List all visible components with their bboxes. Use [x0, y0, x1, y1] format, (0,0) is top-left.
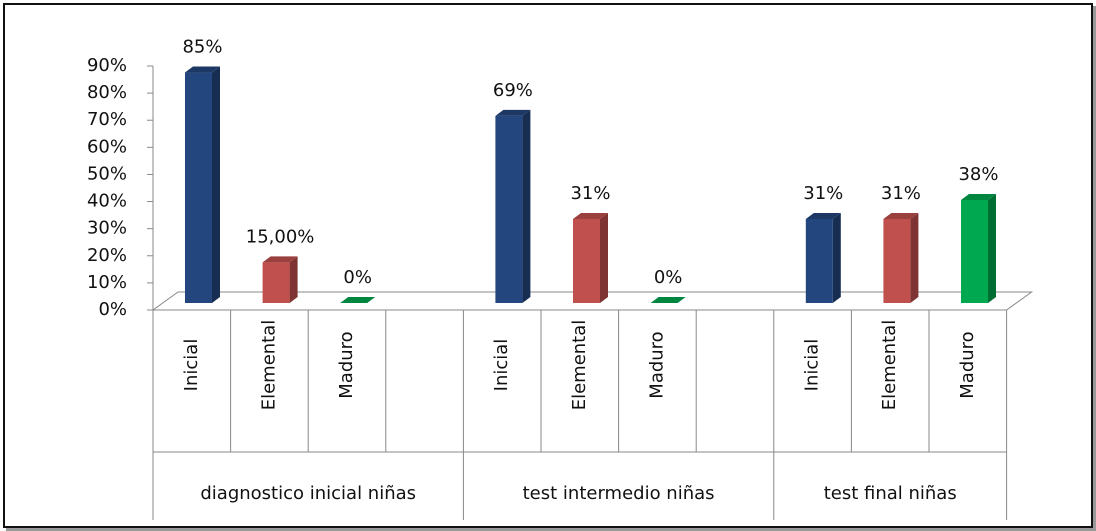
x-tick-label: Elemental — [258, 320, 279, 411]
x-tick-label: Inicial — [491, 339, 512, 392]
x-tick-label: Inicial — [181, 339, 202, 392]
y-tick-label: 80% — [87, 82, 127, 103]
value-label: 0% — [343, 267, 372, 288]
bar-side — [910, 212, 919, 303]
bar — [262, 262, 290, 303]
y-tick-label: 40% — [87, 191, 127, 212]
group-label: test intermedio niñas — [523, 483, 715, 504]
value-label: 31% — [570, 183, 610, 204]
bar — [185, 72, 212, 303]
value-label: 69% — [493, 80, 533, 101]
bar-side — [832, 212, 841, 303]
group-label: diagnostico inicial niñas — [200, 483, 416, 504]
bar — [961, 199, 988, 303]
value-label: 85% — [182, 37, 222, 58]
y-tick-label: 0% — [98, 299, 127, 320]
bar-top — [883, 212, 919, 219]
y-tick-label: 60% — [87, 136, 127, 157]
bar-side — [289, 256, 298, 303]
bar-side — [988, 193, 996, 303]
bar — [495, 115, 523, 303]
bar-top — [185, 66, 220, 73]
bar-top — [961, 193, 996, 200]
x-tick-label: Elemental — [879, 320, 900, 411]
x-tick-label: Maduro — [336, 331, 357, 398]
y-tick-label: 50% — [87, 163, 127, 184]
x-tick-label: Maduro — [957, 331, 978, 398]
y-tick-label: 10% — [87, 272, 127, 293]
bar-top — [495, 109, 531, 116]
bar-top — [805, 212, 841, 219]
value-label: 38% — [958, 164, 998, 185]
bar-side — [600, 212, 608, 303]
value-label: 31% — [881, 183, 921, 204]
x-tick-label: Maduro — [646, 331, 667, 398]
bar — [805, 218, 833, 303]
value-label: 31% — [803, 183, 843, 204]
value-label: 15,00% — [246, 226, 315, 247]
bar-top — [650, 297, 686, 303]
bar-side — [212, 66, 220, 303]
bar — [573, 218, 600, 303]
x-tick-label: Inicial — [802, 339, 823, 392]
y-tick-label: 20% — [87, 245, 127, 266]
y-tick-label: 90% — [87, 55, 127, 76]
bar — [883, 218, 911, 303]
y-tick-label: 70% — [87, 109, 127, 130]
value-label: 0% — [654, 267, 683, 288]
bar-side — [522, 109, 531, 303]
bar-top — [573, 212, 608, 219]
bar-top — [340, 297, 376, 303]
x-tick-label: Elemental — [569, 320, 590, 411]
bar-top — [262, 256, 298, 263]
group-label: test final niñas — [824, 483, 957, 504]
y-tick-label: 30% — [87, 218, 127, 239]
